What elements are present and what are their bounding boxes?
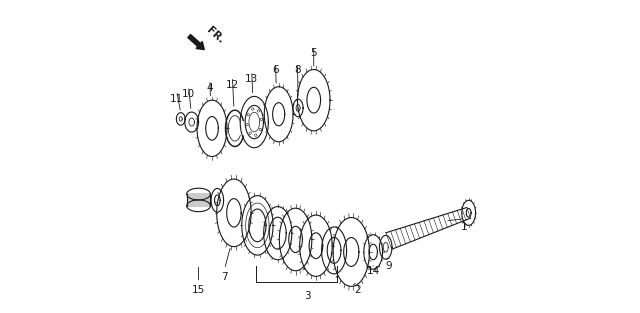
Text: 14: 14: [367, 266, 380, 276]
Text: 9: 9: [385, 261, 392, 271]
FancyArrow shape: [188, 34, 204, 49]
Text: 10: 10: [182, 89, 195, 99]
Polygon shape: [386, 208, 470, 249]
Text: 15: 15: [192, 285, 205, 295]
Text: 8: 8: [294, 65, 301, 75]
Text: 12: 12: [226, 80, 239, 90]
Text: 4: 4: [207, 83, 213, 93]
Text: FR.: FR.: [204, 25, 225, 45]
Text: 3: 3: [304, 291, 311, 301]
Text: 7: 7: [221, 272, 228, 282]
Text: 6: 6: [272, 65, 279, 75]
Text: 5: 5: [310, 48, 317, 58]
Text: 11: 11: [170, 94, 183, 104]
Text: 13: 13: [245, 74, 259, 84]
Text: 2: 2: [355, 285, 361, 295]
Text: 1: 1: [461, 222, 467, 232]
